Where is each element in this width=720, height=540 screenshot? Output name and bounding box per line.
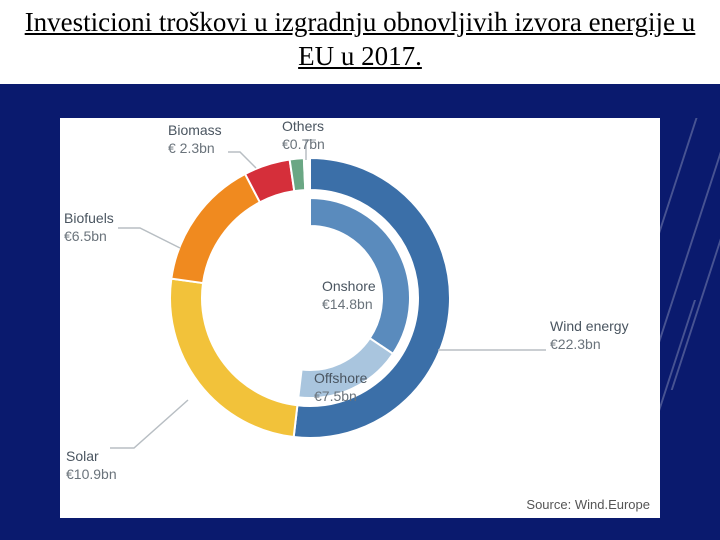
label-value-biomass: € 2.3bn bbox=[168, 140, 222, 158]
title-box: Investicioni troškovi u izgradnju obnovl… bbox=[0, 0, 720, 84]
segment-gap bbox=[304, 158, 310, 190]
label-value-solar: €10.9bn bbox=[66, 466, 117, 484]
label-value-offshore: €7.5bn bbox=[314, 388, 367, 406]
source-label: Source: bbox=[526, 497, 571, 512]
label-name-biofuels: Biofuels bbox=[64, 210, 114, 228]
slide-root: Investicioni troškovi u izgradnju obnovl… bbox=[0, 0, 720, 540]
label-biofuels: Biofuels€6.5bn bbox=[64, 210, 114, 245]
label-name-wind: Wind energy bbox=[550, 318, 629, 336]
label-name-onshore: Onshore bbox=[322, 278, 376, 296]
label-value-others: €0.7bn bbox=[282, 136, 325, 154]
page-title: Investicioni troškovi u izgradnju obnovl… bbox=[20, 6, 700, 74]
streak-0 bbox=[657, 118, 698, 238]
chart-source: Source: Wind.Europe bbox=[526, 497, 650, 512]
label-solar: Solar€10.9bn bbox=[66, 448, 117, 483]
label-value-biofuels: €6.5bn bbox=[64, 228, 114, 246]
leader-biofuels bbox=[118, 228, 180, 248]
leader-solar bbox=[110, 400, 188, 448]
label-name-solar: Solar bbox=[66, 448, 117, 466]
label-name-others: Others bbox=[282, 118, 325, 136]
segment-solar bbox=[170, 279, 297, 437]
label-value-onshore: €14.8bn bbox=[322, 296, 376, 314]
source-value: Wind.Europe bbox=[575, 497, 650, 512]
label-offshore: Offshore€7.5bn bbox=[314, 370, 367, 405]
label-value-wind: €22.3bn bbox=[550, 336, 629, 354]
label-biomass: Biomass€ 2.3bn bbox=[168, 122, 222, 157]
chart-panel: Wind energy€22.3bn Solar€10.9bn Biofuels€6… bbox=[60, 118, 660, 518]
label-wind: Wind energy€22.3bn bbox=[550, 318, 629, 353]
label-onshore: Onshore€14.8bn bbox=[322, 278, 376, 313]
label-name-biomass: Biomass bbox=[168, 122, 222, 140]
label-name-offshore: Offshore bbox=[314, 370, 367, 388]
label-others: Others€0.7bn bbox=[282, 118, 325, 153]
leader-biomass bbox=[228, 152, 256, 168]
segment-biofuels bbox=[171, 174, 260, 283]
